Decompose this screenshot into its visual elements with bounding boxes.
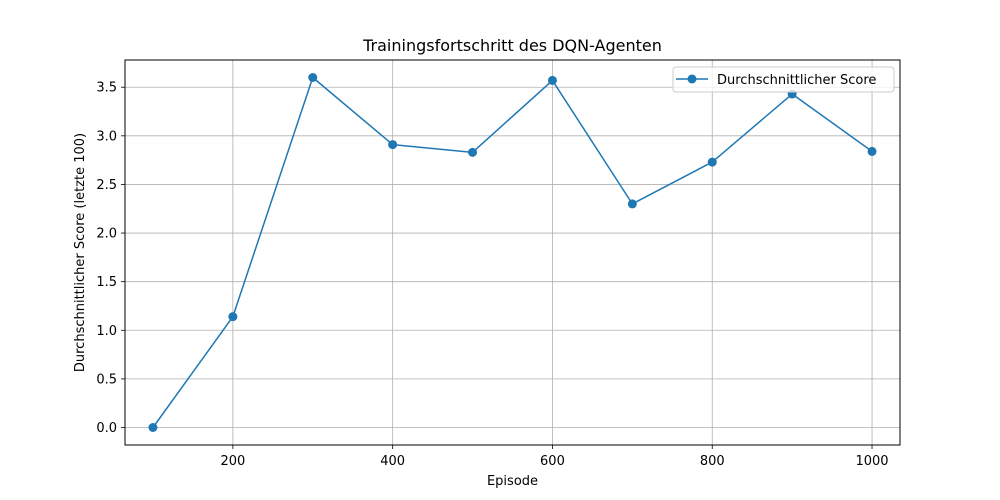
y-tick-label: 0.5 [96, 372, 117, 387]
series-line [152, 76, 873, 428]
x-tick-label: 800 [700, 454, 725, 469]
x-tick-label: 200 [220, 454, 245, 469]
data-point [228, 312, 238, 322]
grid [125, 60, 900, 445]
x-tick-label: 1000 [855, 454, 888, 469]
data-point [627, 199, 637, 209]
axis-ticks: 200 400 600 800 1000 0.0 0.5 1.0 1.5 2.0 2.5 3.0 3.5 [96, 81, 888, 469]
series-layer [148, 73, 877, 432]
chart-title: Trainingsfortschritt des DQN-Agenten [362, 36, 662, 55]
y-tick-label: 1.0 [96, 324, 117, 339]
data-point [867, 146, 877, 156]
legend-label: Durchschnittlicher Score [717, 73, 876, 88]
plot-area-frame [124, 59, 901, 446]
data-point [707, 157, 717, 167]
legend-box [672, 66, 895, 93]
data-point [388, 140, 398, 150]
y-axis-title: Durchschnittlicher Score (letzte 100) [73, 133, 88, 372]
y-tick-label: 3.5 [96, 81, 117, 96]
y-tick-label: 2.5 [96, 178, 117, 193]
data-point [468, 147, 478, 157]
x-axis-title: Episode [487, 474, 538, 489]
y-tick-label: 3.0 [96, 129, 117, 144]
x-tick-label: 600 [540, 454, 565, 469]
data-point [148, 423, 158, 432]
legend-marker-swatch [687, 74, 697, 84]
y-tick-label: 1.5 [96, 275, 117, 290]
legend: Durchschnittlicher Score [672, 66, 895, 93]
data-point [308, 73, 318, 82]
y-tick-label: 0.0 [96, 421, 117, 436]
x-tick-label: 400 [380, 454, 405, 469]
y-tick-label: 2.0 [96, 227, 117, 242]
data-point [547, 75, 557, 85]
